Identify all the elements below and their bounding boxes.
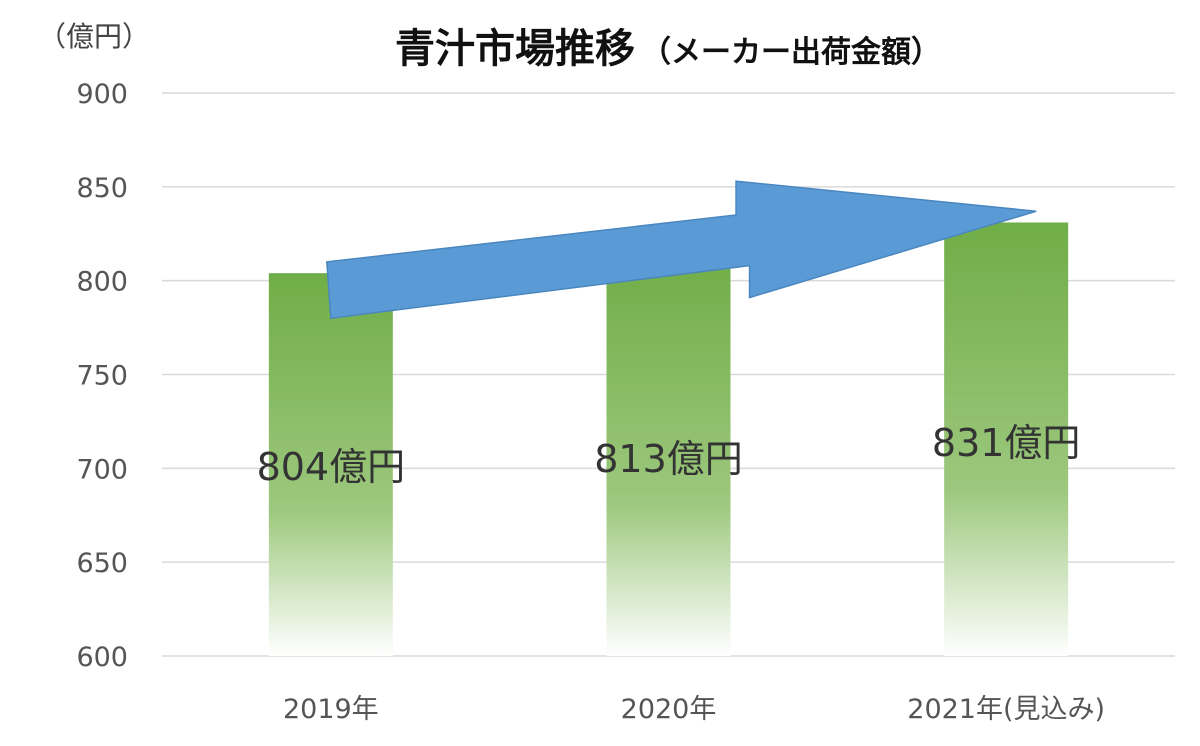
y-tick-600: 600 — [76, 642, 128, 673]
bars — [268, 222, 1069, 657]
data-labels: 804億円 813億円 831億円 — [257, 421, 1081, 489]
bar-1 — [268, 273, 393, 656]
data-label-2: 813億円 — [594, 437, 743, 481]
x-tick-1: 2019年 — [283, 694, 379, 725]
bar-3 — [944, 222, 1069, 657]
y-axis: 600 650 700 750 800 850 900 — [76, 79, 128, 673]
chart-title-main: 青汁市場推移 — [395, 26, 635, 72]
chart-title: 青汁市場推移 （メーカー出荷金額） — [395, 26, 941, 72]
data-label-3: 831億円 — [932, 421, 1081, 465]
x-tick-3: 2021年(見込み) — [907, 694, 1105, 725]
y-tick-750: 750 — [76, 361, 128, 392]
y-tick-850: 850 — [76, 173, 128, 204]
data-label-1: 804億円 — [257, 445, 406, 489]
trend-arrow-layer — [326, 180, 1037, 320]
unit-label: （億円） — [38, 20, 150, 53]
x-axis: 2019年 2020年 2021年(見込み) — [283, 694, 1105, 725]
trend-arrow — [326, 180, 1037, 320]
x-tick-2: 2020年 — [621, 694, 717, 725]
y-tick-800: 800 — [76, 267, 128, 298]
y-tick-650: 650 — [76, 548, 128, 579]
y-tick-900: 900 — [76, 79, 128, 110]
bar-2 — [606, 256, 731, 656]
chart-subtitle: （メーカー出荷金額） — [641, 35, 941, 70]
y-tick-700: 700 — [76, 454, 128, 485]
